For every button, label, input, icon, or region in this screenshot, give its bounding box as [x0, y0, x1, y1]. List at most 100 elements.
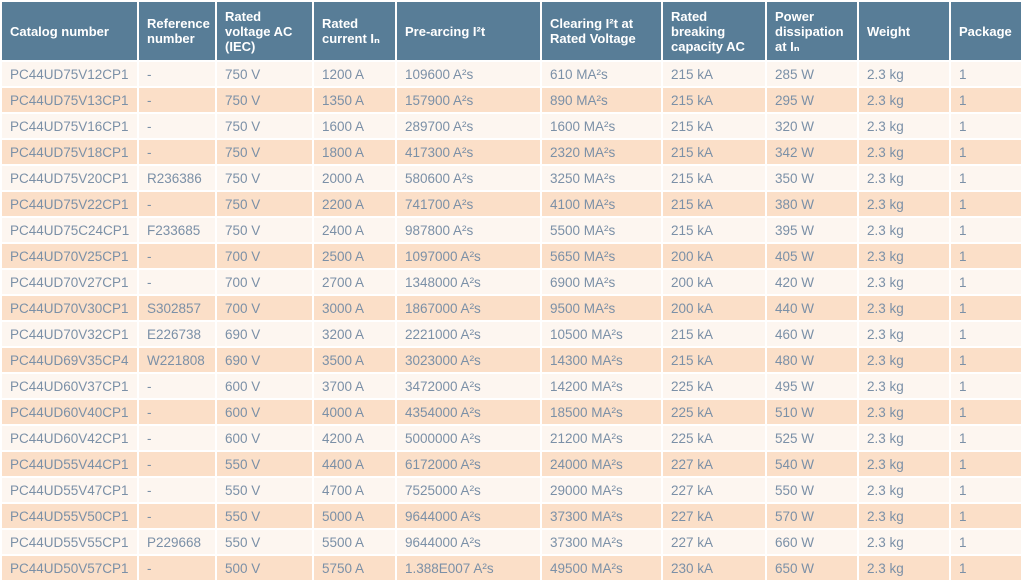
cell-clearing-i2t: 37300 MA²s	[542, 530, 661, 554]
cell-weight: 2.3 kg	[859, 556, 949, 580]
cell-breaking-capacity: 227 kA	[663, 504, 765, 528]
cell-rated-voltage: 550 V	[217, 504, 312, 528]
cell-pre-arcing-i2t: 1.388E007 A²s	[397, 556, 540, 580]
cell-catalog-number: PC44UD70V25CP1	[2, 244, 137, 268]
cell-breaking-capacity: 215 kA	[663, 62, 765, 86]
column-header-package: Package	[951, 2, 1021, 60]
cell-breaking-capacity: 227 kA	[663, 530, 765, 554]
column-header-rated-voltage: Rated voltage AC (IEC)	[217, 2, 312, 60]
table-row: PC44UD55V47CP1-550 V 4700 A 7525000 A²s 290…	[2, 478, 1021, 502]
cell-clearing-i2t: 610 MA²s	[542, 62, 661, 86]
cell-weight: 2.3 kg	[859, 478, 949, 502]
cell-package: 1	[951, 62, 1021, 86]
cell-pre-arcing-i2t: 7525000 A²s	[397, 478, 540, 502]
cell-rated-voltage: 750 V	[217, 166, 312, 190]
cell-breaking-capacity: 215 kA	[663, 166, 765, 190]
table-row: PC44UD70V30CP1 S302857 700 V 3000 A 1867000 …	[2, 296, 1021, 320]
cell-reference-number: -	[139, 140, 215, 164]
cell-reference-number: -	[139, 244, 215, 268]
cell-weight: 2.3 kg	[859, 114, 949, 138]
cell-package: 1	[951, 88, 1021, 112]
cell-reference-number: -	[139, 400, 215, 424]
cell-weight: 2.3 kg	[859, 244, 949, 268]
cell-package: 1	[951, 478, 1021, 502]
table-row: PC44UD75V22CP1-750 V 2200 A 741700 A²s 4100…	[2, 192, 1021, 216]
cell-pre-arcing-i2t: 987800 A²s	[397, 218, 540, 242]
cell-catalog-number: PC44UD75V13CP1	[2, 88, 137, 112]
cell-package: 1	[951, 452, 1021, 476]
cell-breaking-capacity: 227 kA	[663, 452, 765, 476]
cell-clearing-i2t: 890 MA²s	[542, 88, 661, 112]
cell-weight: 2.3 kg	[859, 62, 949, 86]
cell-package: 1	[951, 244, 1021, 268]
cell-reference-number: P229668	[139, 530, 215, 554]
cell-power-dissipation: 650 W	[767, 556, 857, 580]
table-row: PC44UD70V27CP1-700 V 2700 A 1348000 A²s 690…	[2, 270, 1021, 294]
cell-rated-voltage: 600 V	[217, 400, 312, 424]
column-header-breaking-capacity: Rated breaking capacity AC	[663, 2, 765, 60]
cell-weight: 2.3 kg	[859, 140, 949, 164]
cell-clearing-i2t: 1600 MA²s	[542, 114, 661, 138]
cell-reference-number: -	[139, 478, 215, 502]
cell-catalog-number: PC44UD50V57CP1	[2, 556, 137, 580]
cell-power-dissipation: 495 W	[767, 374, 857, 398]
cell-rated-current: 3700 A	[314, 374, 395, 398]
cell-rated-current: 4000 A	[314, 400, 395, 424]
table-row: PC44UD60V42CP1-600 V 4200 A 5000000 A²s 212…	[2, 426, 1021, 450]
cell-rated-voltage: 700 V	[217, 244, 312, 268]
table-row: PC44UD69V35CP4 W221808 690 V 3500 A 3023000 …	[2, 348, 1021, 372]
cell-reference-number: -	[139, 62, 215, 86]
cell-rated-voltage: 550 V	[217, 530, 312, 554]
cell-breaking-capacity: 215 kA	[663, 140, 765, 164]
cell-clearing-i2t: 5650 MA²s	[542, 244, 661, 268]
cell-breaking-capacity: 225 kA	[663, 426, 765, 450]
cell-reference-number: -	[139, 504, 215, 528]
cell-reference-number: -	[139, 426, 215, 450]
cell-pre-arcing-i2t: 9644000 A²s	[397, 530, 540, 554]
cell-rated-current: 5750 A	[314, 556, 395, 580]
cell-weight: 2.3 kg	[859, 270, 949, 294]
cell-power-dissipation: 510 W	[767, 400, 857, 424]
cell-package: 1	[951, 530, 1021, 554]
table-row: PC44UD75V18CP1-750 V 1800 A 417300 A²s 2320…	[2, 140, 1021, 164]
cell-package: 1	[951, 114, 1021, 138]
cell-catalog-number: PC44UD70V27CP1	[2, 270, 137, 294]
cell-package: 1	[951, 374, 1021, 398]
cell-rated-voltage: 690 V	[217, 348, 312, 372]
cell-breaking-capacity: 200 kA	[663, 296, 765, 320]
cell-rated-current: 1200 A	[314, 62, 395, 86]
cell-catalog-number: PC44UD75V18CP1	[2, 140, 137, 164]
cell-weight: 2.3 kg	[859, 530, 949, 554]
cell-rated-voltage: 750 V	[217, 192, 312, 216]
cell-pre-arcing-i2t: 3472000 A²s	[397, 374, 540, 398]
cell-power-dissipation: 420 W	[767, 270, 857, 294]
cell-clearing-i2t: 5500 MA²s	[542, 218, 661, 242]
cell-pre-arcing-i2t: 9644000 A²s	[397, 504, 540, 528]
cell-power-dissipation: 395 W	[767, 218, 857, 242]
cell-pre-arcing-i2t: 157900 A²s	[397, 88, 540, 112]
cell-reference-number: -	[139, 452, 215, 476]
cell-weight: 2.3 kg	[859, 322, 949, 346]
cell-reference-number: S302857	[139, 296, 215, 320]
cell-rated-current: 5500 A	[314, 530, 395, 554]
cell-rated-current: 4200 A	[314, 426, 395, 450]
cell-package: 1	[951, 218, 1021, 242]
cell-pre-arcing-i2t: 6172000 A²s	[397, 452, 540, 476]
cell-rated-voltage: 750 V	[217, 62, 312, 86]
table-row: PC44UD55V44CP1-550 V 4400 A 6172000 A²s 240…	[2, 452, 1021, 476]
cell-power-dissipation: 480 W	[767, 348, 857, 372]
cell-breaking-capacity: 227 kA	[663, 478, 765, 502]
cell-package: 1	[951, 504, 1021, 528]
cell-rated-voltage: 750 V	[217, 114, 312, 138]
cell-weight: 2.3 kg	[859, 192, 949, 216]
cell-power-dissipation: 380 W	[767, 192, 857, 216]
cell-reference-number: -	[139, 374, 215, 398]
cell-weight: 2.3 kg	[859, 296, 949, 320]
cell-rated-voltage: 500 V	[217, 556, 312, 580]
cell-catalog-number: PC44UD60V42CP1	[2, 426, 137, 450]
cell-breaking-capacity: 215 kA	[663, 322, 765, 346]
cell-rated-current: 4400 A	[314, 452, 395, 476]
cell-package: 1	[951, 166, 1021, 190]
cell-rated-current: 1350 A	[314, 88, 395, 112]
